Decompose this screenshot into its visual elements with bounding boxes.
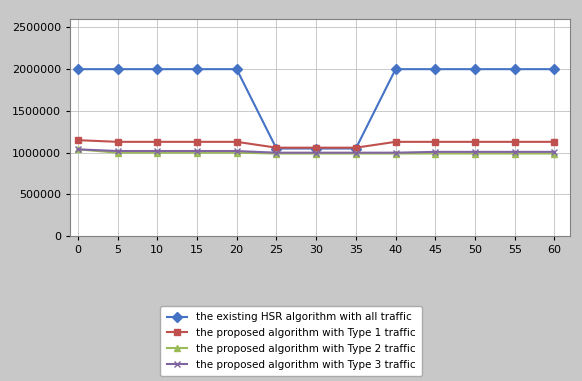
- the proposed algorithm with Type 2 traffic: [193, 150, 200, 155]
- the proposed algorithm with Type 1 traffic: [352, 146, 359, 150]
- the proposed algorithm with Type 1 traffic: [154, 139, 161, 144]
- the proposed algorithm with Type 1 traffic: [432, 139, 439, 144]
- the proposed algorithm with Type 2 traffic: [313, 151, 320, 156]
- the proposed algorithm with Type 1 traffic: [273, 146, 280, 150]
- the proposed algorithm with Type 2 traffic: [551, 151, 558, 156]
- the existing HSR algorithm with all traffic: [273, 146, 280, 151]
- the proposed algorithm with Type 1 traffic: [114, 139, 121, 144]
- the proposed algorithm with Type 1 traffic: [551, 139, 558, 144]
- the existing HSR algorithm with all traffic: [193, 67, 200, 72]
- the proposed algorithm with Type 1 traffic: [74, 138, 81, 142]
- the proposed algorithm with Type 1 traffic: [471, 139, 478, 144]
- the proposed algorithm with Type 3 traffic: [471, 150, 478, 154]
- the proposed algorithm with Type 1 traffic: [233, 139, 240, 144]
- the proposed algorithm with Type 3 traffic: [313, 150, 320, 155]
- the existing HSR algorithm with all traffic: [432, 67, 439, 72]
- the proposed algorithm with Type 2 traffic: [273, 151, 280, 156]
- the existing HSR algorithm with all traffic: [471, 67, 478, 72]
- the proposed algorithm with Type 2 traffic: [114, 150, 121, 155]
- the proposed algorithm with Type 3 traffic: [273, 150, 280, 155]
- the existing HSR algorithm with all traffic: [313, 146, 320, 151]
- the proposed algorithm with Type 2 traffic: [74, 147, 81, 152]
- the proposed algorithm with Type 3 traffic: [193, 149, 200, 153]
- the existing HSR algorithm with all traffic: [551, 67, 558, 72]
- the proposed algorithm with Type 2 traffic: [392, 151, 399, 156]
- the existing HSR algorithm with all traffic: [74, 67, 81, 72]
- the proposed algorithm with Type 3 traffic: [74, 147, 81, 152]
- Legend: the existing HSR algorithm with all traffic, the proposed algorithm with Type 1 : the existing HSR algorithm with all traf…: [161, 306, 421, 376]
- the proposed algorithm with Type 2 traffic: [233, 150, 240, 155]
- the existing HSR algorithm with all traffic: [114, 67, 121, 72]
- Line: the existing HSR algorithm with all traffic: the existing HSR algorithm with all traf…: [74, 66, 558, 152]
- the proposed algorithm with Type 2 traffic: [432, 151, 439, 156]
- the existing HSR algorithm with all traffic: [233, 67, 240, 72]
- Line: the proposed algorithm with Type 3 traffic: the proposed algorithm with Type 3 traff…: [74, 146, 558, 156]
- the proposed algorithm with Type 3 traffic: [114, 149, 121, 153]
- the proposed algorithm with Type 2 traffic: [154, 150, 161, 155]
- the proposed algorithm with Type 2 traffic: [511, 151, 518, 156]
- the proposed algorithm with Type 3 traffic: [154, 149, 161, 153]
- the proposed algorithm with Type 2 traffic: [471, 151, 478, 156]
- the proposed algorithm with Type 1 traffic: [313, 146, 320, 150]
- the existing HSR algorithm with all traffic: [352, 146, 359, 151]
- the proposed algorithm with Type 3 traffic: [392, 150, 399, 155]
- the proposed algorithm with Type 1 traffic: [392, 139, 399, 144]
- the proposed algorithm with Type 3 traffic: [432, 150, 439, 154]
- the proposed algorithm with Type 1 traffic: [511, 139, 518, 144]
- the proposed algorithm with Type 3 traffic: [352, 150, 359, 155]
- the proposed algorithm with Type 3 traffic: [233, 149, 240, 153]
- the proposed algorithm with Type 3 traffic: [511, 150, 518, 154]
- the existing HSR algorithm with all traffic: [392, 67, 399, 72]
- the proposed algorithm with Type 2 traffic: [352, 151, 359, 156]
- the proposed algorithm with Type 3 traffic: [551, 150, 558, 154]
- the existing HSR algorithm with all traffic: [511, 67, 518, 72]
- Line: the proposed algorithm with Type 1 traffic: the proposed algorithm with Type 1 traff…: [74, 137, 558, 151]
- the existing HSR algorithm with all traffic: [154, 67, 161, 72]
- Line: the proposed algorithm with Type 2 traffic: the proposed algorithm with Type 2 traff…: [74, 146, 558, 157]
- the proposed algorithm with Type 1 traffic: [193, 139, 200, 144]
